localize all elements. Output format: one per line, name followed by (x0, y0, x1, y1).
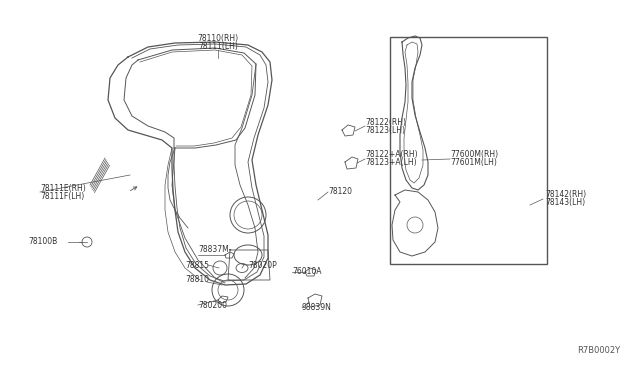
Text: 78111(LH): 78111(LH) (198, 42, 238, 51)
Text: 78815: 78815 (185, 260, 209, 269)
Text: 78142(RH): 78142(RH) (545, 190, 586, 199)
Bar (390, 37, 547, 264)
Text: 780200: 780200 (198, 301, 227, 310)
Text: R7B0002Y: R7B0002Y (577, 346, 620, 355)
Text: 78123(LH): 78123(LH) (365, 125, 405, 135)
Text: 78111F(LH): 78111F(LH) (40, 192, 84, 201)
Text: 76010A: 76010A (292, 267, 321, 276)
Text: 78110(RH): 78110(RH) (197, 33, 239, 42)
Text: 78122+A(RH): 78122+A(RH) (365, 151, 418, 160)
Text: 78837M-: 78837M- (198, 246, 232, 254)
Text: 77600M(RH): 77600M(RH) (450, 151, 498, 160)
Text: 78111E(RH): 78111E(RH) (40, 183, 86, 192)
Text: 78100B: 78100B (28, 237, 57, 247)
Text: 98839N: 98839N (302, 304, 332, 312)
Text: 78810: 78810 (185, 276, 209, 285)
Text: 78122(RH): 78122(RH) (365, 118, 406, 126)
Text: 78143(LH): 78143(LH) (545, 199, 585, 208)
Text: 78120: 78120 (328, 187, 352, 196)
Text: 78123+A(LH): 78123+A(LH) (365, 158, 417, 167)
Text: 77601M(LH): 77601M(LH) (450, 158, 497, 167)
Text: 78020P: 78020P (248, 260, 276, 269)
